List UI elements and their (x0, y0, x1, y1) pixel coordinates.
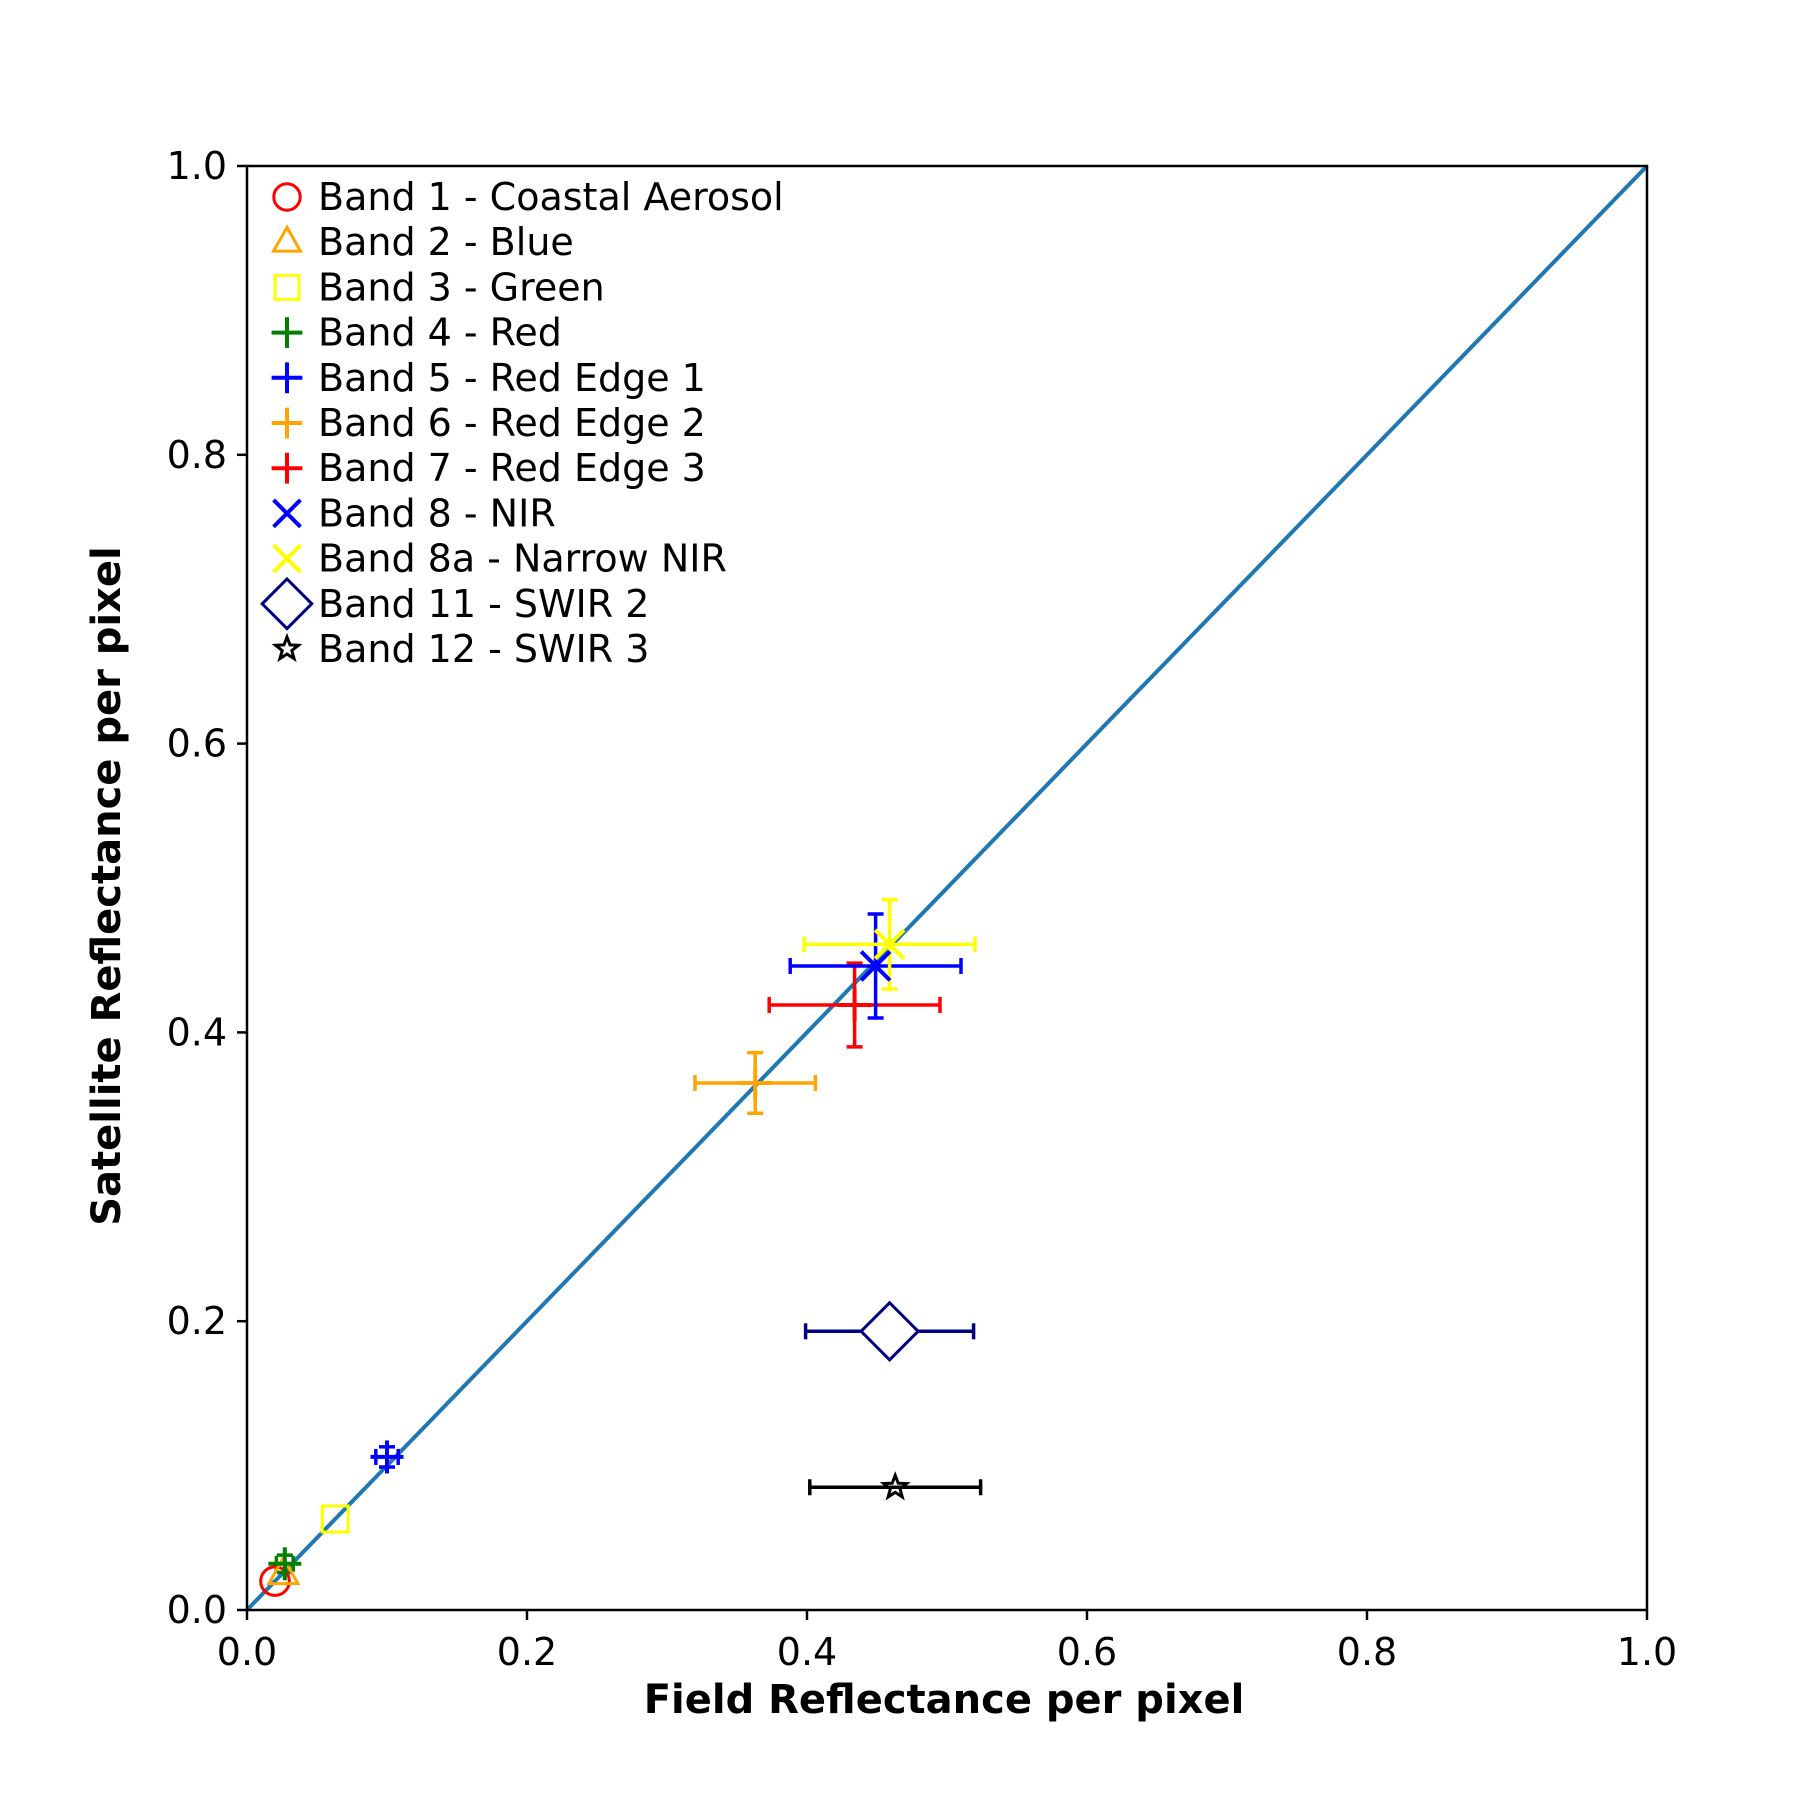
data-point (738, 1066, 772, 1100)
y-tick-label: 0.6 (167, 722, 227, 766)
data-point (370, 1440, 404, 1474)
legend-marker (271, 317, 303, 348)
legend-label: Band 11 - SWIR 2 (318, 582, 649, 626)
y-tick-label: 1.0 (167, 144, 227, 188)
legend-item: Band 2 - Blue (271, 220, 574, 264)
legend-item: Band 12 - SWIR 3 (271, 627, 649, 671)
legend-item: Band 4 - Red (271, 311, 562, 355)
legend-label: Band 2 - Blue (318, 220, 574, 264)
legend-marker (260, 576, 314, 631)
x-tick-label: 0.6 (1057, 1630, 1117, 1674)
x-tick-label: 0.8 (1337, 1630, 1397, 1674)
legend-label: Band 4 - Red (318, 311, 562, 355)
x-tick-label: 0.2 (497, 1630, 557, 1674)
legend-marker (271, 362, 303, 394)
y-tick-label: 0.8 (167, 433, 227, 477)
data-point (873, 928, 906, 961)
data-point (859, 950, 892, 982)
y-axis-title: Satellite Reflectance per pixel (84, 546, 130, 1226)
legend-marker (273, 273, 301, 301)
legend-marker (272, 182, 302, 212)
legend-item: Band 11 - SWIR 2 (260, 576, 649, 631)
data-point (259, 1565, 291, 1597)
legend-label: Band 12 - SWIR 3 (318, 627, 649, 671)
legend-item: Band 5 - Red Edge 1 (271, 356, 706, 400)
legend-label: Band 3 - Green (318, 265, 605, 309)
legend-item: Band 3 - Green (273, 265, 605, 309)
legend-marker (271, 632, 303, 663)
one-to-one-line (245, 164, 1649, 1612)
legend-item: Band 8a - Narrow NIR (272, 537, 727, 581)
legend-label: Band 6 - Red Edge 2 (318, 401, 706, 445)
data-point (879, 1471, 911, 1501)
x-error-bar (808, 1479, 983, 1496)
legend-item: Band 8 - NIR (272, 491, 556, 535)
x-axis-title: Field Reflectance per pixel (644, 1677, 1245, 1723)
x-tick-label: 1.0 (1617, 1630, 1677, 1674)
legend-marker (272, 543, 302, 574)
legend-label: Band 1 - Coastal Aerosol (318, 175, 784, 219)
legend-item: Band 6 - Red Edge 2 (271, 401, 706, 445)
legend-label: Band 5 - Red Edge 1 (318, 356, 706, 400)
data-point (320, 1504, 350, 1534)
y-tick-label: 0.4 (167, 1010, 227, 1054)
legend-label: Band 8a - Narrow NIR (318, 537, 727, 581)
data-point (858, 1300, 921, 1362)
legend-item: Band 7 - Red Edge 3 (271, 446, 706, 490)
data-point (268, 1547, 302, 1581)
data-point (266, 1554, 301, 1586)
legend-marker (271, 224, 303, 253)
y-tick-label: 0.2 (167, 1299, 227, 1343)
y-tick-label: 0.0 (167, 1588, 227, 1632)
x-tick-label: 0.4 (777, 1630, 837, 1674)
legend-label: Band 8 - NIR (318, 491, 556, 535)
x-tick-label: 0.0 (217, 1630, 277, 1674)
legend-item: Band 1 - Coastal Aerosol (272, 175, 784, 219)
legend-marker (271, 407, 303, 439)
legend-label: Band 7 - Red Edge 3 (318, 446, 706, 490)
legend-marker (272, 498, 302, 529)
data-point (838, 988, 872, 1022)
legend-marker (271, 452, 303, 484)
plot-frame (245, 164, 1649, 1612)
